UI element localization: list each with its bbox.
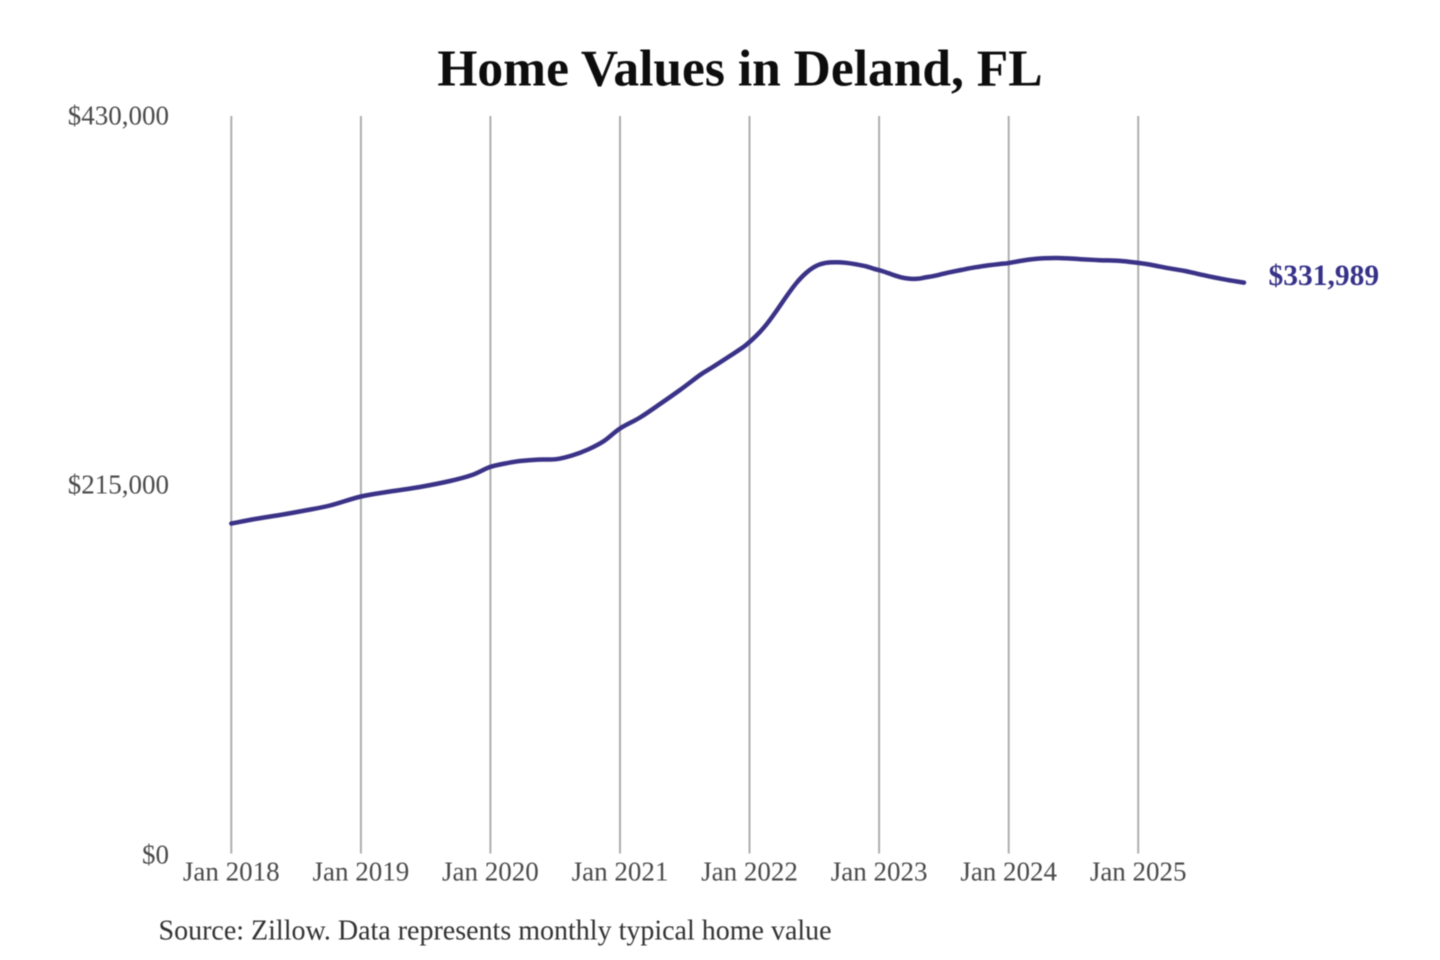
svg-text:Jan 2024: Jan 2024 [960, 857, 1057, 887]
svg-text:$0: $0 [142, 840, 169, 870]
svg-text:Jan 2022: Jan 2022 [701, 857, 798, 887]
svg-text:Jan 2021: Jan 2021 [572, 857, 669, 887]
svg-text:Home Values in Deland, FL: Home Values in Deland, FL [437, 41, 1042, 98]
svg-text:$331,989: $331,989 [1269, 260, 1380, 292]
svg-text:Jan 2018: Jan 2018 [183, 857, 280, 887]
svg-text:Jan 2023: Jan 2023 [831, 857, 928, 887]
svg-text:Jan 2019: Jan 2019 [313, 857, 410, 887]
svg-text:Jan 2025: Jan 2025 [1090, 857, 1187, 887]
svg-text:$430,000: $430,000 [68, 101, 169, 131]
svg-text:Source: Zillow. Data represent: Source: Zillow. Data represents monthly … [159, 916, 832, 947]
svg-text:$215,000: $215,000 [68, 470, 169, 500]
svg-text:Jan 2020: Jan 2020 [442, 857, 539, 887]
